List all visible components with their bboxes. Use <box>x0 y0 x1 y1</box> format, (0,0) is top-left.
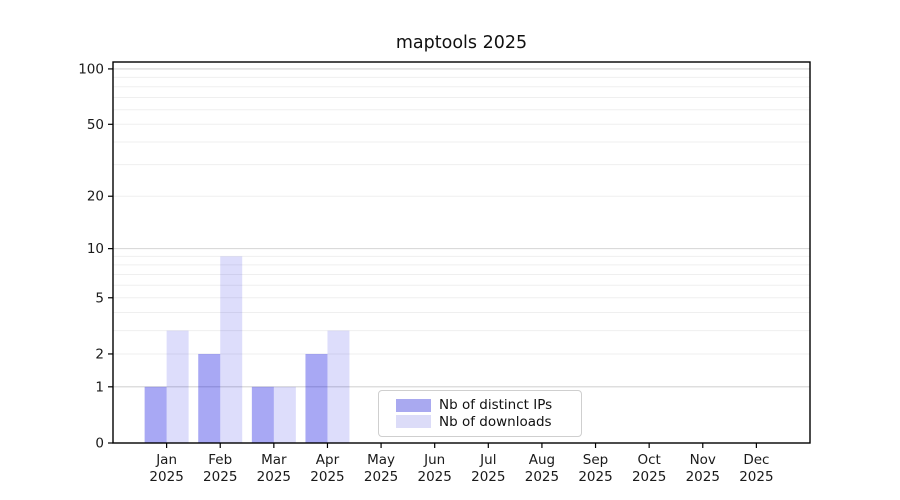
x-tick-label-year-may: 2025 <box>364 469 398 485</box>
bar-jan-downloads <box>166 330 189 443</box>
y-tick-label-50: 50 <box>87 117 104 133</box>
x-tick-label-month-jul: Jul <box>479 452 496 468</box>
x-tick-label-year-aug: 2025 <box>525 469 559 485</box>
bar-apr-downloads <box>327 330 350 443</box>
x-tick-label-month-nov: Nov <box>690 452 716 468</box>
x-tick-label-month-jan: Jan <box>155 452 177 468</box>
bar-feb-downloads <box>220 256 243 443</box>
y-tick-label-20: 20 <box>87 189 104 205</box>
legend-item-downloads: Nb of downloads <box>396 414 571 430</box>
x-tick-label-year-apr: 2025 <box>310 469 344 485</box>
y-tick-label-10: 10 <box>87 241 104 257</box>
x-tick-label-month-apr: Apr <box>316 452 340 468</box>
y-tick-label-1: 1 <box>95 379 104 395</box>
x-tick-label-year-dec: 2025 <box>739 469 773 485</box>
legend-swatch-distinct-ips <box>396 398 431 412</box>
y-tick-label-100: 100 <box>78 61 104 77</box>
x-tick-label-month-mar: Mar <box>261 452 287 468</box>
x-tick-label-year-nov: 2025 <box>686 469 720 485</box>
plot-frame <box>112 61 811 444</box>
bar-feb-distinct-ips <box>198 353 221 443</box>
x-tick-label-month-may: May <box>367 452 395 468</box>
legend-item-distinct-ips: Nb of distinct IPs <box>396 397 571 413</box>
legend-label-distinct-ips: Nb of distinct IPs <box>439 397 553 414</box>
x-tick-label-month-dec: Dec <box>743 452 769 468</box>
x-tick-label-year-sep: 2025 <box>578 469 612 485</box>
bar-mar-distinct-ips <box>251 386 274 443</box>
legend: Nb of distinct IPs Nb of downloads <box>378 390 582 437</box>
y-tick-label-5: 5 <box>95 290 104 306</box>
chart-title: maptools 2025 <box>395 33 528 53</box>
x-tick-label-year-jul: 2025 <box>471 469 505 485</box>
x-tick-label-month-aug: Aug <box>529 452 555 468</box>
bar-mar-downloads <box>273 386 296 443</box>
x-tick-label-year-feb: 2025 <box>203 469 237 485</box>
x-tick-label-month-jun: Jun <box>423 452 445 468</box>
x-tick-label-year-jan: 2025 <box>149 469 183 485</box>
legend-swatch-downloads <box>396 415 431 429</box>
y-tick-label-2: 2 <box>95 346 104 362</box>
bar-jan-distinct-ips <box>144 386 167 443</box>
x-tick-label-month-sep: Sep <box>583 452 608 468</box>
y-tick-label-0: 0 <box>95 436 104 452</box>
legend-label-downloads: Nb of downloads <box>439 413 552 430</box>
x-tick-label-month-oct: Oct <box>637 452 660 468</box>
x-tick-label-month-feb: Feb <box>208 452 232 468</box>
bar-apr-distinct-ips <box>305 353 328 443</box>
x-tick-label-year-mar: 2025 <box>257 469 291 485</box>
x-tick-label-year-jun: 2025 <box>418 469 452 485</box>
x-tick-label-year-oct: 2025 <box>632 469 666 485</box>
